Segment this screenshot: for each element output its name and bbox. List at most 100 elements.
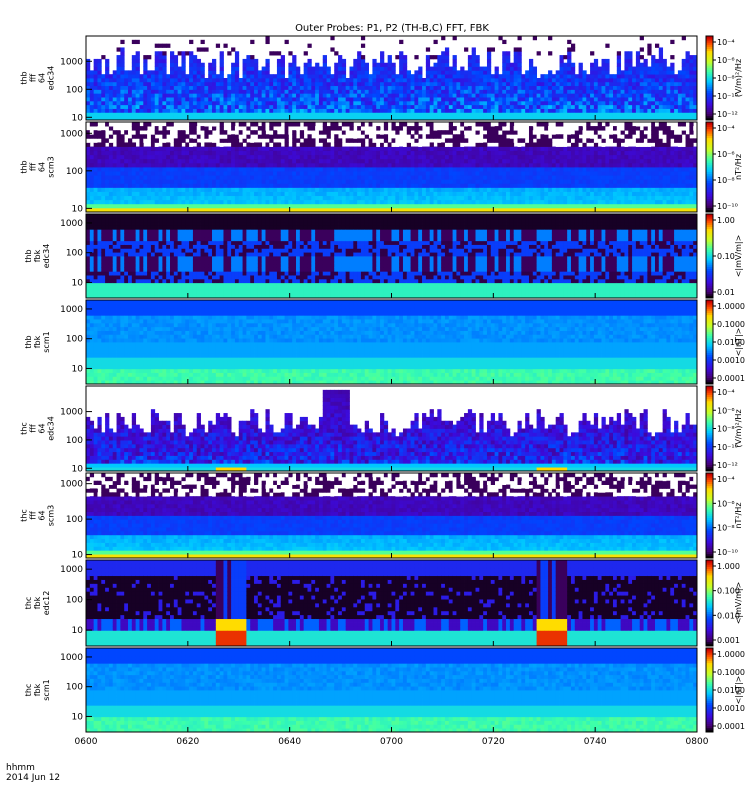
heatmap-cell	[250, 74, 255, 79]
heatmap-cell	[418, 126, 423, 131]
heatmap-cell	[116, 146, 121, 152]
heatmap-cell	[192, 179, 198, 184]
heatmap-cell	[311, 146, 316, 152]
heatmap-cell	[212, 66, 217, 71]
heatmap-cell	[372, 183, 377, 188]
heatmap-cell	[288, 171, 293, 176]
heatmap-cell	[296, 150, 301, 156]
heatmap-cell	[173, 187, 179, 192]
heatmap-cell	[498, 203, 503, 209]
heatmap-cell	[116, 195, 121, 201]
heatmap-cell	[204, 195, 209, 201]
heatmap-cell	[479, 187, 484, 192]
heatmap-cell	[532, 36, 538, 41]
heatmap-cell	[662, 93, 667, 98]
heatmap-cell	[254, 85, 259, 90]
heatmap-cell	[276, 179, 282, 184]
heatmap-cell	[108, 171, 114, 176]
heatmap-cell	[116, 154, 121, 160]
heatmap-cell	[689, 78, 694, 83]
heatmap-cell	[452, 191, 457, 197]
heatmap-cell	[425, 203, 431, 209]
heatmap-cell	[185, 108, 190, 113]
heatmap-cell	[597, 89, 602, 94]
heatmap-cell	[376, 126, 381, 131]
heatmap-cell	[330, 116, 335, 121]
heatmap-cell	[364, 179, 369, 184]
heatmap-cell	[433, 195, 438, 201]
heatmap-cell	[234, 138, 240, 143]
heatmap-cell	[662, 78, 667, 83]
heatmap-cell	[662, 81, 667, 87]
heatmap-cell	[299, 150, 305, 156]
heatmap-cell	[173, 74, 179, 79]
heatmap-cell	[399, 70, 404, 75]
heatmap-cell	[475, 187, 480, 192]
heatmap-cell	[219, 116, 224, 121]
heatmap-cell	[284, 154, 289, 160]
heatmap-cell	[296, 195, 301, 201]
heatmap-cell	[196, 179, 201, 184]
heatmap-cell	[506, 74, 511, 79]
heatmap-cell	[429, 154, 434, 160]
heatmap-cell	[364, 122, 369, 127]
heatmap-cell	[658, 97, 664, 102]
heatmap-cell	[269, 104, 274, 109]
heatmap-cell	[402, 150, 408, 156]
heatmap-cell	[162, 158, 167, 164]
heatmap-cell	[280, 93, 285, 98]
heatmap-cell	[555, 116, 560, 121]
heatmap-cell	[112, 195, 117, 201]
heatmap-cell	[567, 89, 572, 94]
heatmap-cell	[147, 112, 152, 117]
heatmap-cell	[593, 89, 599, 94]
heatmap-cell	[158, 158, 163, 164]
heatmap-cell	[227, 97, 232, 102]
heatmap-cell	[139, 85, 144, 90]
heatmap-cell	[86, 74, 91, 79]
heatmap-cell	[246, 142, 251, 147]
heatmap-cell	[315, 150, 320, 156]
heatmap-cell	[372, 146, 377, 152]
heatmap-cell	[334, 116, 339, 121]
heatmap-cell	[231, 70, 236, 75]
heatmap-cell	[334, 187, 339, 192]
heatmap-cell	[429, 112, 434, 117]
heatmap-cell	[471, 66, 476, 71]
heatmap-cell	[208, 130, 213, 135]
heatmap-cell	[544, 179, 549, 184]
heatmap-cell	[532, 112, 538, 117]
heatmap-cell	[395, 97, 400, 102]
heatmap-cell	[204, 85, 209, 90]
heatmap-cell	[567, 51, 572, 56]
heatmap-cell	[437, 158, 442, 164]
heatmap-cell	[108, 154, 114, 160]
heatmap-cell	[437, 167, 442, 172]
heatmap-cell	[204, 187, 209, 192]
heatmap-cell	[189, 187, 194, 192]
heatmap-cell	[280, 58, 285, 64]
heatmap-cell	[525, 89, 530, 94]
heatmap-cell	[460, 112, 465, 117]
heatmap-cell	[567, 81, 572, 87]
heatmap-cell	[212, 70, 217, 75]
heatmap-cell	[406, 195, 411, 201]
heatmap-cell	[586, 104, 591, 109]
heatmap-cell	[616, 85, 622, 90]
heatmap-cell	[570, 108, 576, 113]
heatmap-cell	[212, 146, 217, 152]
heatmap-cell	[467, 108, 473, 113]
heatmap-cell	[311, 78, 316, 83]
heatmap-cell	[601, 112, 606, 117]
heatmap-cell	[200, 187, 205, 192]
heatmap-cell	[334, 167, 339, 172]
heatmap-cell	[536, 171, 541, 176]
heatmap-cell	[658, 62, 664, 67]
heatmap-cell	[257, 187, 263, 192]
heatmap-cell	[502, 167, 507, 172]
heatmap-cell	[559, 89, 564, 94]
heatmap-cell	[471, 207, 476, 213]
heatmap-cell	[265, 112, 270, 117]
heatmap-cell	[261, 104, 266, 109]
heatmap-cell	[475, 171, 480, 176]
